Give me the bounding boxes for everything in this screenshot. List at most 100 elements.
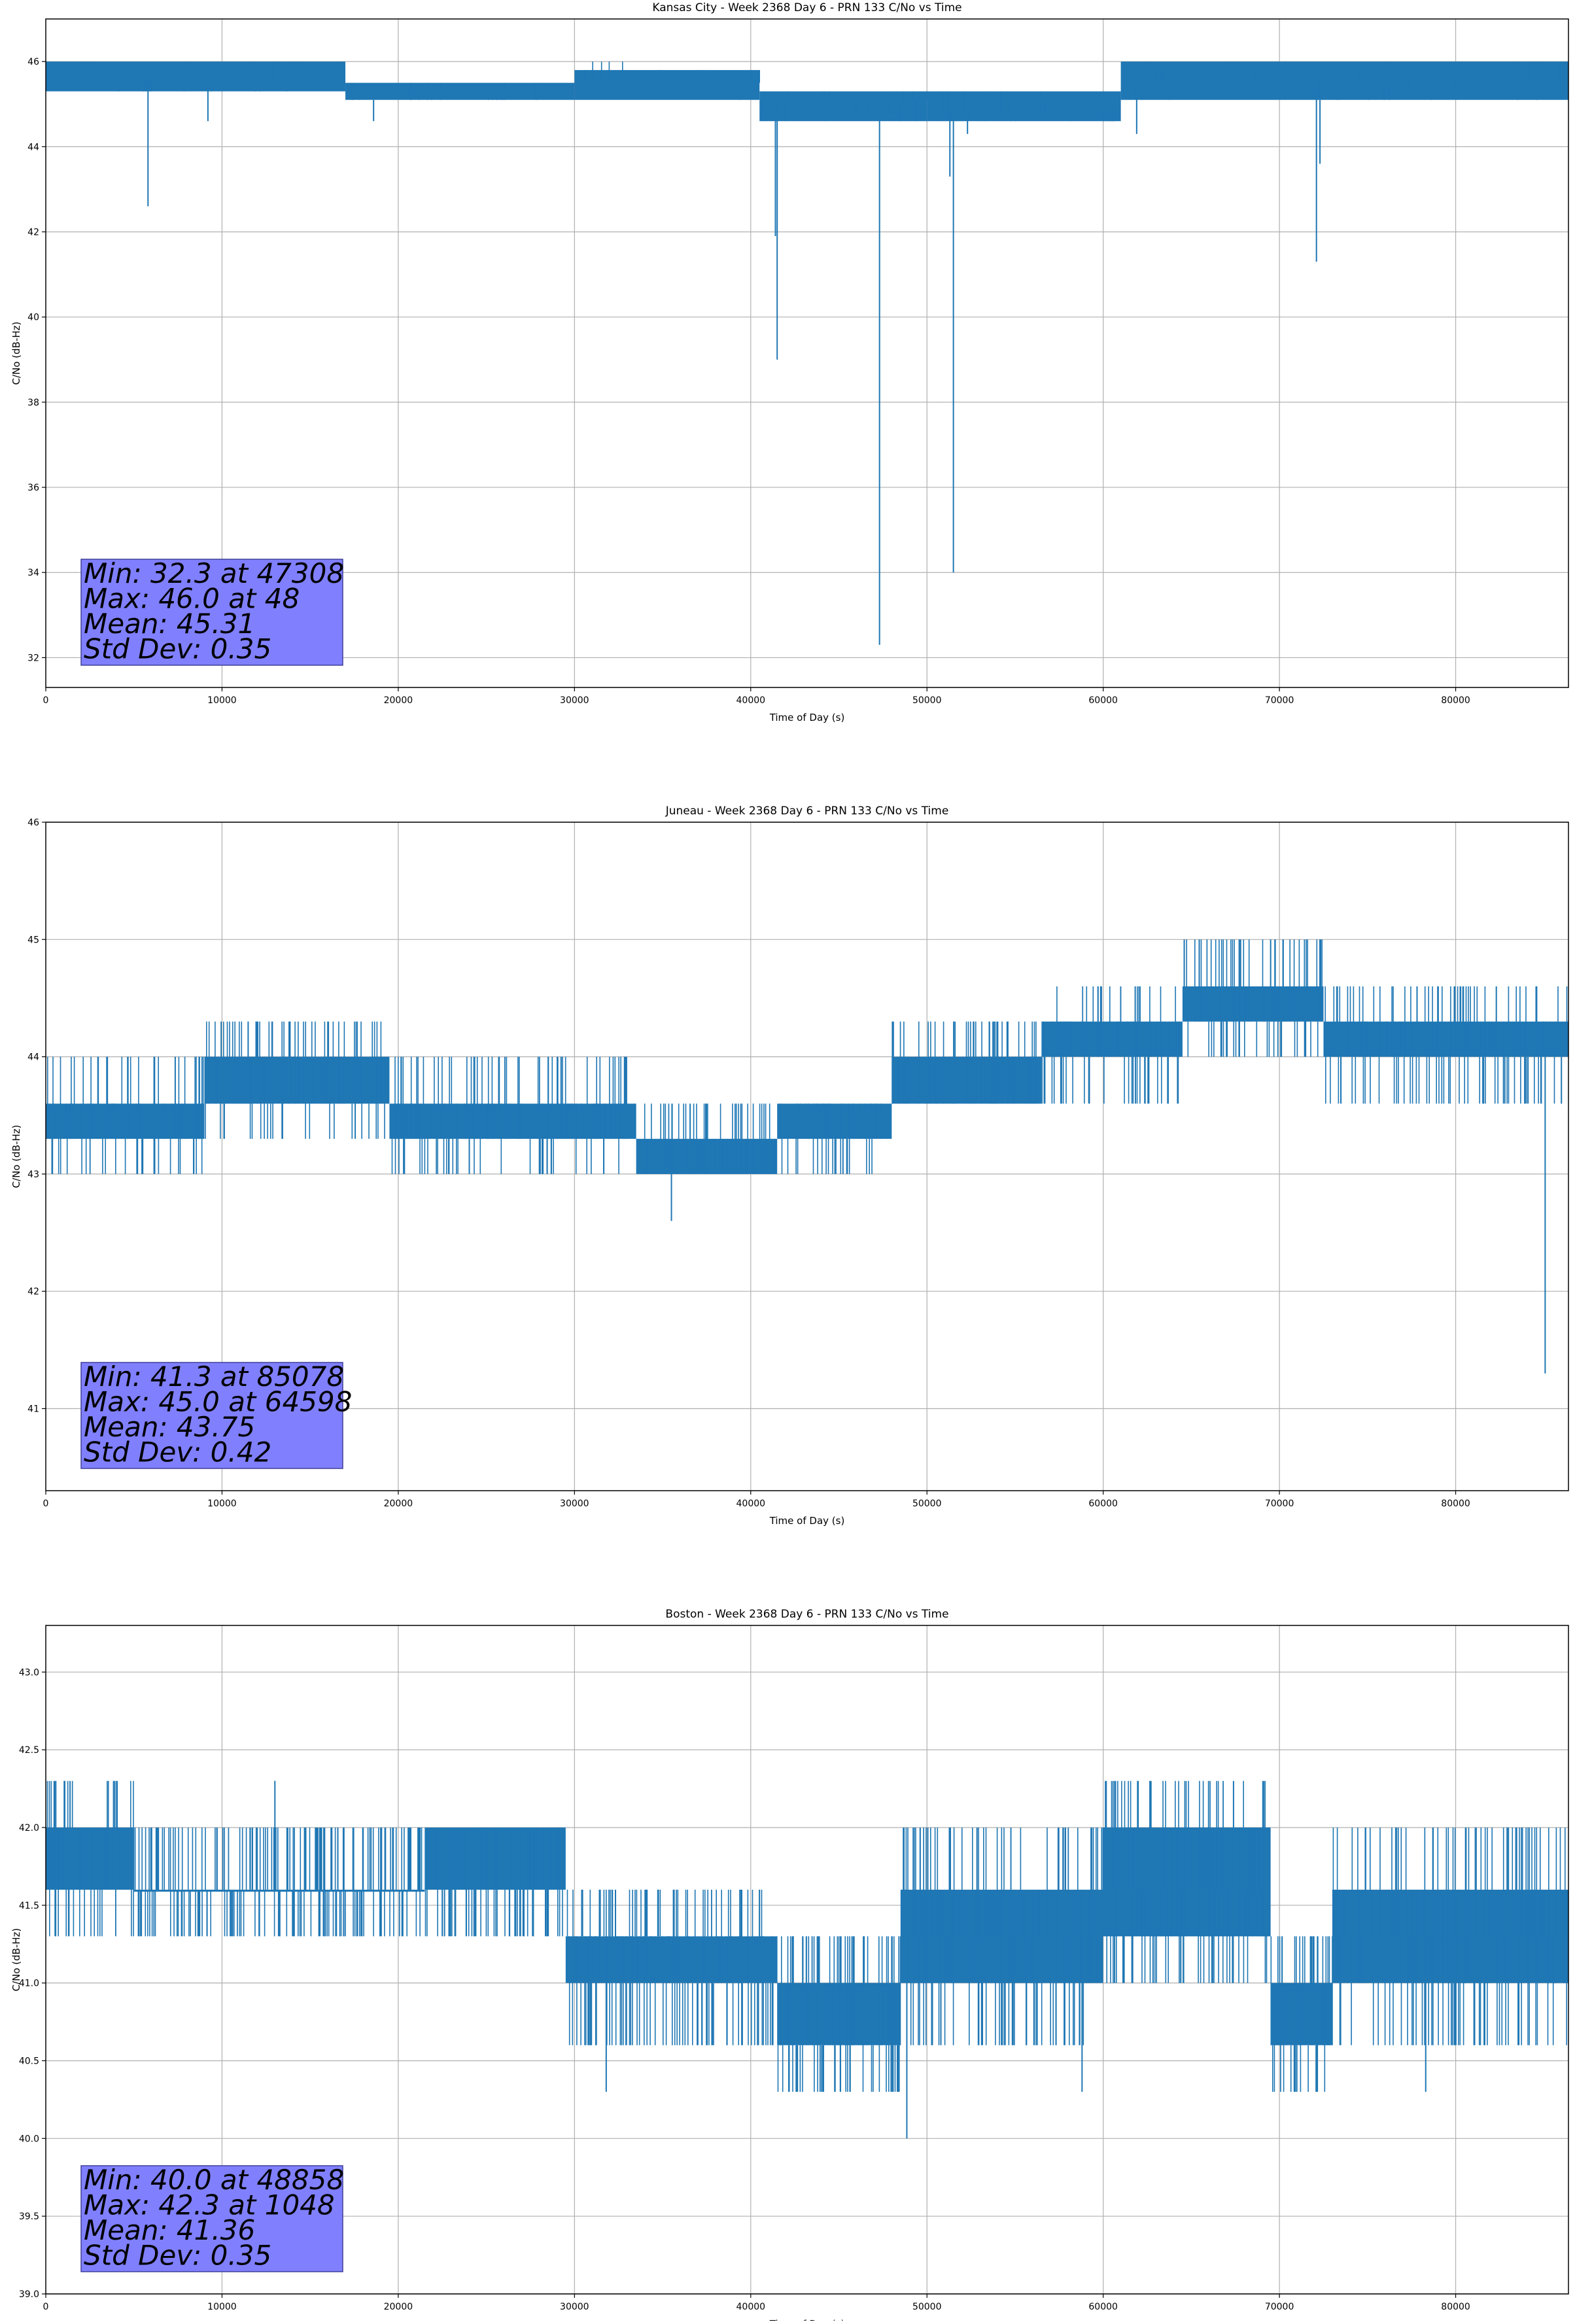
- y-tick-label: 45: [27, 935, 39, 945]
- y-axis-label: C/No (dB-Hz): [10, 1928, 22, 1992]
- y-tick-label: 39.0: [19, 2289, 39, 2300]
- y-tick-label: 34: [27, 568, 39, 578]
- x-tick-label: 20000: [384, 2302, 413, 2312]
- x-tick-label: 30000: [560, 1499, 589, 1509]
- stats-max-text: Max: 42.3 at 1048: [84, 2189, 335, 2221]
- chart-title: Kansas City - Week 2368 Day 6 - PRN 133 …: [652, 1, 961, 14]
- y-tick-label: 38: [27, 398, 39, 408]
- series-trace: [46, 61, 1568, 645]
- y-tick-label: 43.0: [19, 1667, 39, 1678]
- y-tick-label: 39.5: [19, 2211, 39, 2222]
- series-fluctuation: [663, 1890, 778, 2045]
- y-tick-label: 36: [27, 483, 39, 493]
- y-tick-label: 41.5: [19, 1901, 39, 1911]
- x-tick-label: 70000: [1265, 2302, 1294, 2312]
- stats-min-text: Min: 32.3 at 47308: [84, 557, 344, 589]
- panel-0: 0 10000 20000 30000 40000 50000 60000 70000 8000…: [10, 1, 1569, 723]
- series-band: [46, 61, 346, 92]
- series-fluctuation: [642, 1103, 777, 1174]
- x-tick-label: 40000: [736, 695, 766, 706]
- x-tick-label: 50000: [912, 1499, 942, 1509]
- series-band: [663, 1936, 778, 1983]
- y-tick-label: 44: [27, 1052, 39, 1063]
- series-fluctuation: [903, 1828, 1104, 2045]
- chart-title: Boston - Week 2368 Day 6 - PRN 133 C/No …: [665, 1608, 948, 1621]
- stats-std-text: Std Dev: 0.35: [84, 2240, 271, 2272]
- x-tick-label: 80000: [1441, 2302, 1470, 2312]
- y-tick-label: 42: [27, 227, 39, 237]
- axes-frame: [45, 1625, 1569, 2295]
- stats-min-text: Min: 40.0 at 48858: [84, 2164, 344, 2196]
- x-tick-label: 50000: [912, 2302, 942, 2312]
- series-band: [565, 1936, 663, 1983]
- x-tick-label: 20000: [384, 1499, 413, 1509]
- series-band: [1323, 1021, 1568, 1057]
- x-tick-label: 10000: [207, 1499, 237, 1509]
- stats-std-text: Std Dev: 0.35: [84, 633, 271, 665]
- y-axis-label: C/No (dB-Hz): [10, 322, 22, 385]
- x-tick-label: 10000: [207, 695, 237, 706]
- x-tick-label: 0: [43, 695, 49, 706]
- series-fluctuation: [777, 1936, 901, 2092]
- x-axis-label: Time of Day (s): [769, 712, 845, 723]
- axes-frame: [45, 822, 1569, 1491]
- y-tick-label: 42.5: [19, 1745, 39, 1756]
- stats-box: [80, 559, 343, 666]
- y-tick-label: 40: [27, 313, 39, 323]
- x-tick-label: 0: [43, 2302, 49, 2312]
- y-tick-label: 43: [27, 1170, 39, 1180]
- x-tick-label: 70000: [1265, 695, 1294, 706]
- series-fluctuation: [891, 1021, 1037, 1104]
- series-band: [424, 1827, 566, 1890]
- series-trace: [46, 939, 1568, 1374]
- x-tick-label: 40000: [736, 2302, 766, 2312]
- panel-2: 0 10000 20000 30000 40000 50000 60000 70000 8000…: [10, 1608, 1569, 2324]
- x-tick-label: 80000: [1441, 1499, 1470, 1509]
- y-tick-label: 46: [27, 818, 39, 828]
- x-tick-label: 40000: [736, 1499, 766, 1509]
- x-tick-label: 60000: [1088, 2302, 1118, 2312]
- y-tick-label: 42: [27, 1287, 39, 1297]
- y-tick-label: 42.0: [19, 1823, 39, 1833]
- series-fluctuation: [391, 1056, 636, 1174]
- y-tick-label: 32: [27, 653, 39, 663]
- x-tick-label: 60000: [1088, 695, 1118, 706]
- x-tick-label: 0: [43, 1499, 49, 1509]
- y-tick-label: 41.0: [19, 1979, 39, 1989]
- y-axis-label: C/No (dB-Hz): [10, 1125, 22, 1188]
- y-tick-label: 41: [27, 1404, 39, 1414]
- x-tick-label: 30000: [560, 695, 589, 706]
- axes-frame: [45, 18, 1569, 688]
- series-fluctuation: [351, 82, 537, 100]
- x-axis-label: Time of Day (s): [769, 2318, 845, 2321]
- x-tick-label: 70000: [1265, 1499, 1294, 1509]
- x-tick-label: 60000: [1088, 1499, 1118, 1509]
- series-band: [1041, 1021, 1183, 1057]
- series-band: [1182, 986, 1324, 1022]
- stats-box: [80, 1362, 343, 1469]
- series-band: [345, 82, 575, 100]
- x-tick-label: 80000: [1441, 695, 1470, 706]
- x-tick-label: 30000: [560, 2302, 589, 2312]
- y-tick-label: 40.5: [19, 2056, 39, 2066]
- stats-std-text: Std Dev: 0.42: [84, 1436, 271, 1468]
- x-tick-label: 20000: [384, 695, 413, 706]
- y-tick-label: 46: [27, 57, 39, 67]
- series-trace: [46, 1780, 1568, 2139]
- stats-max-text: Max: 45.0 at 64598: [84, 1386, 352, 1418]
- chart-title: Juneau - Week 2368 Day 6 - PRN 133 C/No …: [665, 805, 949, 818]
- stats-mean-text: Mean: 43.75: [84, 1411, 255, 1443]
- series-band: [759, 91, 927, 122]
- series-fluctuation: [1041, 986, 1180, 1104]
- panel-1: 0 10000 20000 30000 40000 50000 60000 70000 8000…: [10, 805, 1569, 1527]
- stats-box: [80, 2165, 343, 2272]
- series-fluctuation: [1103, 1780, 1268, 1983]
- x-axis-label: Time of Day (s): [769, 1515, 845, 1527]
- y-tick-label: 44: [27, 142, 39, 152]
- series-band: [1120, 61, 1568, 100]
- series-fluctuation: [47, 1056, 204, 1174]
- series-band: [389, 1103, 636, 1139]
- x-tick-label: 10000: [207, 2302, 237, 2312]
